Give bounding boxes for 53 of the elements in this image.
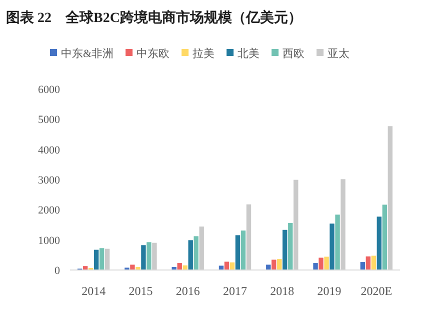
bar	[288, 222, 293, 270]
bar	[246, 204, 252, 270]
bar	[277, 259, 282, 270]
x-tick-label: 2016	[176, 284, 200, 298]
bar	[152, 242, 157, 270]
legend-label: 中东&非洲	[61, 47, 114, 60]
y-tick-label: 4000	[38, 144, 60, 156]
x-tick-label: 2020E	[360, 284, 392, 298]
y-tick-label: 6000	[38, 84, 60, 96]
legend-label: 西欧	[282, 48, 305, 60]
bar	[382, 204, 388, 270]
bar	[194, 236, 198, 270]
x-tick-label: 2015	[128, 284, 153, 298]
legend-label: 北美	[238, 47, 260, 60]
bar	[376, 216, 382, 270]
bar	[130, 264, 135, 270]
y-tick-label: 3000	[38, 174, 60, 186]
chart-title: 图表 22 全球B2C跨境电商市场规模（亿美元）	[6, 9, 302, 26]
bar	[294, 180, 298, 270]
legend-label: 中东欧	[136, 47, 170, 60]
y-tick-label: 0	[54, 265, 60, 277]
bar	[318, 258, 324, 270]
bar	[272, 260, 276, 270]
bar	[388, 126, 393, 270]
x-tick-label: 2019	[317, 284, 342, 298]
bar	[282, 230, 288, 270]
legend-label: 拉美	[192, 47, 215, 60]
bar	[99, 248, 104, 270]
bar	[235, 235, 240, 270]
bar	[366, 256, 371, 270]
y-tick-label: 1000	[38, 234, 60, 247]
bar	[104, 248, 110, 270]
legend-label: 亚太	[328, 47, 350, 60]
bar	[313, 263, 318, 270]
bar	[371, 256, 376, 270]
bar	[224, 262, 230, 270]
bar	[94, 250, 99, 270]
bar	[330, 224, 334, 270]
bar	[146, 242, 152, 270]
bar	[188, 240, 193, 270]
x-tick-label: 2017	[223, 284, 247, 298]
y-tick-label: 5000	[38, 114, 60, 126]
bar	[360, 262, 366, 270]
bar	[266, 264, 271, 270]
bar	[141, 245, 146, 270]
bar	[324, 256, 329, 270]
bar	[335, 214, 340, 270]
bar	[240, 230, 246, 270]
bar	[199, 226, 204, 270]
bar	[340, 179, 346, 270]
y-tick-label: 2000	[38, 204, 60, 217]
x-tick-label: 2014	[82, 284, 106, 298]
x-tick-label: 2018	[270, 284, 294, 298]
